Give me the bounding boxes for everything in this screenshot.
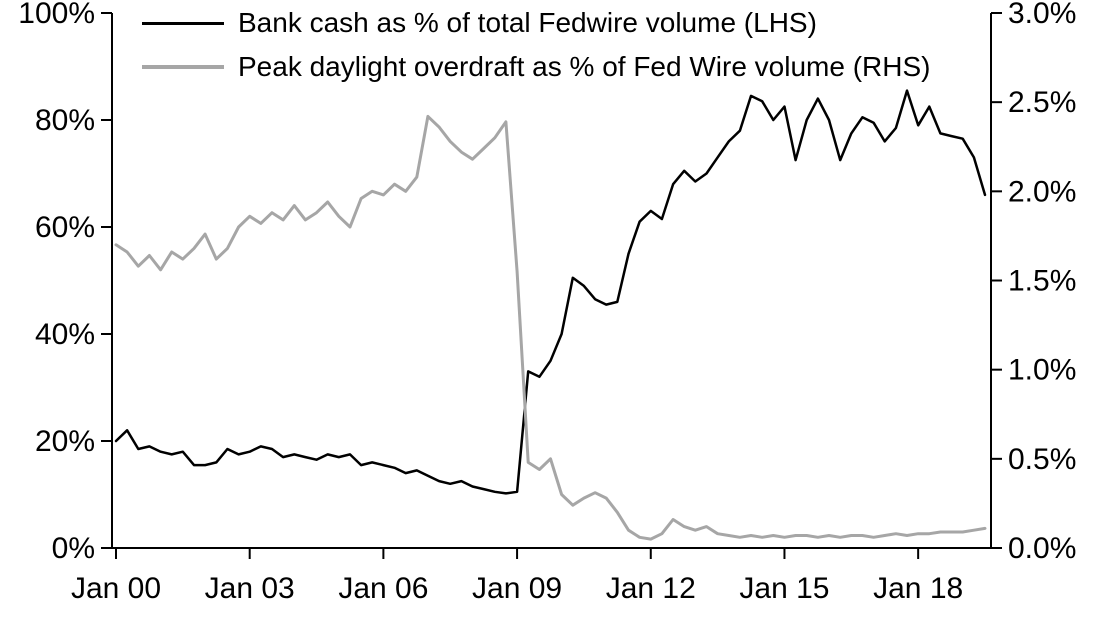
legend-line-swatch-black [142, 21, 224, 25]
y-right-tick-label: 2.0% [1008, 175, 1076, 208]
x-tick-label: Jan 09 [472, 572, 562, 605]
y-left-tick-label: 20% [35, 425, 95, 458]
series-line-1 [114, 114, 987, 541]
y-left-tick-label: 100% [18, 0, 95, 30]
y-right-tick-label: 1.0% [1008, 354, 1076, 387]
legend-label: Peak daylight overdraft as % of Fed Wire… [238, 51, 931, 82]
y-right-tick-label: 0.5% [1008, 443, 1076, 476]
x-tick-label: Jan 06 [338, 572, 428, 605]
y-left-tick-label: 40% [35, 318, 95, 351]
x-tick-label: Jan 18 [873, 572, 963, 605]
series-line-0 [114, 89, 987, 495]
y-right-tick-label: 3.0% [1008, 0, 1076, 30]
legend-item-bank-cash: Bank cash as % of total Fedwire volume (… [142, 6, 930, 40]
y-right-tick-label: 0.0% [1008, 532, 1076, 565]
x-tick-label: Jan 00 [71, 572, 161, 605]
legend-label: Bank cash as % of total Fedwire volume (… [238, 7, 817, 38]
x-tick-label: Jan 03 [205, 572, 295, 605]
y-left-tick-label: 60% [35, 211, 95, 244]
legend-line-swatch-gray [142, 65, 224, 69]
legend: Bank cash as % of total Fedwire volume (… [142, 6, 930, 84]
y-right-tick-label: 1.5% [1008, 265, 1076, 298]
y-left-tick-label: 80% [35, 104, 95, 137]
y-right-tick-label: 2.5% [1008, 86, 1076, 119]
legend-item-overdraft: Peak daylight overdraft as % of Fed Wire… [142, 50, 930, 84]
x-tick-label: Jan 12 [606, 572, 696, 605]
x-tick-label: Jan 15 [739, 572, 829, 605]
y-left-tick-label: 0% [52, 532, 95, 565]
